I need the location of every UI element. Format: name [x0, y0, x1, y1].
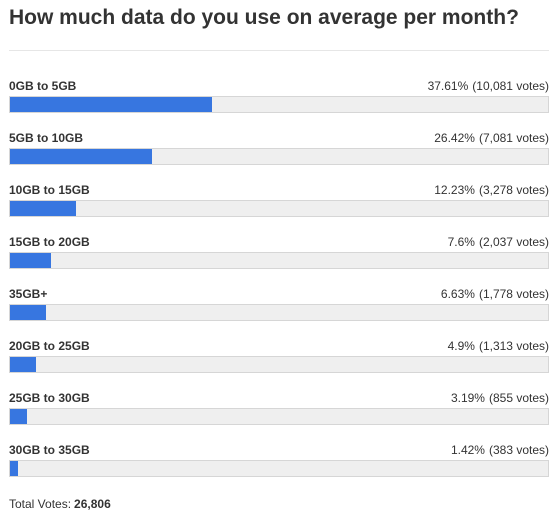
result-bar-track	[9, 304, 549, 321]
option-votes: (10,081 votes)	[472, 79, 549, 93]
result-bar-track	[9, 252, 549, 269]
result-bar-track	[9, 148, 549, 165]
result-bar-fill	[10, 461, 18, 476]
poll-option: 35GB+ 6.63% (1,778 votes)	[9, 285, 549, 337]
option-stats: 4.9% (1,313 votes)	[448, 339, 549, 353]
option-label: 5GB to 10GB	[9, 131, 84, 145]
result-bar-fill	[10, 357, 37, 372]
total-votes-value: 26,806	[74, 497, 111, 511]
result-bar-fill	[10, 97, 213, 112]
option-stats: 3.19% (855 votes)	[451, 391, 549, 405]
option-percent: 7.6%	[447, 235, 475, 249]
total-votes: Total Votes: 26,806	[9, 497, 111, 511]
option-label: 30GB to 35GB	[9, 443, 90, 457]
poll-options-list: 0GB to 5GB 37.61% (10,081 votes) 5GB to 1…	[9, 77, 549, 493]
option-percent: 3.19%	[450, 391, 485, 405]
poll-option: 10GB to 15GB 12.23% (3,278 votes)	[9, 181, 549, 233]
option-percent: 37.61%	[427, 79, 469, 93]
poll-option: 0GB to 5GB 37.61% (10,081 votes)	[9, 77, 549, 129]
result-bar-track	[9, 460, 549, 477]
title-divider	[9, 50, 549, 51]
poll-option: 30GB to 35GB 1.42% (383 votes)	[9, 441, 549, 493]
option-stats: 12.23% (3,278 votes)	[434, 183, 549, 197]
option-label: 15GB to 20GB	[9, 235, 90, 249]
poll-option: 15GB to 20GB 7.6% (2,037 votes)	[9, 233, 549, 285]
result-bar-fill	[10, 201, 76, 216]
option-percent: 12.23%	[434, 183, 475, 197]
poll-option: 25GB to 30GB 3.19% (855 votes)	[9, 389, 549, 441]
option-stats: 6.63% (1,778 votes)	[441, 287, 549, 301]
poll-option: 5GB to 10GB 26.42% (7,081 votes)	[9, 129, 549, 181]
option-label: 10GB to 15GB	[9, 183, 90, 197]
option-stats: 7.6% (2,037 votes)	[448, 235, 549, 249]
poll-title: How much data do you use on average per …	[9, 6, 519, 29]
option-votes: (7,081 votes)	[478, 131, 549, 145]
option-votes: (1,778 votes)	[478, 287, 549, 301]
option-label: 25GB to 30GB	[9, 391, 90, 405]
option-percent: 4.9%	[447, 339, 475, 353]
option-stats: 1.42% (383 votes)	[451, 443, 549, 457]
poll-option: 20GB to 25GB 4.9% (1,313 votes)	[9, 337, 549, 389]
option-label: 0GB to 5GB	[9, 79, 77, 93]
option-votes: (1,313 votes)	[478, 339, 549, 353]
result-bar-fill	[10, 253, 51, 268]
result-bar-track	[9, 408, 549, 425]
result-bar-fill	[10, 409, 28, 424]
result-bar-track	[9, 96, 549, 113]
option-percent: 26.42%	[434, 131, 475, 145]
result-bar-track	[9, 200, 549, 217]
total-votes-label: Total Votes:	[9, 497, 72, 511]
option-stats: 26.42% (7,081 votes)	[434, 131, 549, 145]
result-bar-fill	[10, 305, 46, 320]
option-votes: (855 votes)	[488, 391, 549, 405]
option-label: 20GB to 25GB	[9, 339, 90, 353]
option-percent: 6.63%	[440, 287, 475, 301]
option-percent: 1.42%	[450, 443, 485, 457]
option-label: 35GB+	[9, 287, 48, 301]
option-stats: 37.61% (10,081 votes)	[428, 79, 549, 93]
result-bar-fill	[10, 149, 153, 164]
option-votes: (2,037 votes)	[478, 235, 549, 249]
result-bar-track	[9, 356, 549, 373]
option-votes: (383 votes)	[488, 443, 549, 457]
option-votes: (3,278 votes)	[478, 183, 549, 197]
